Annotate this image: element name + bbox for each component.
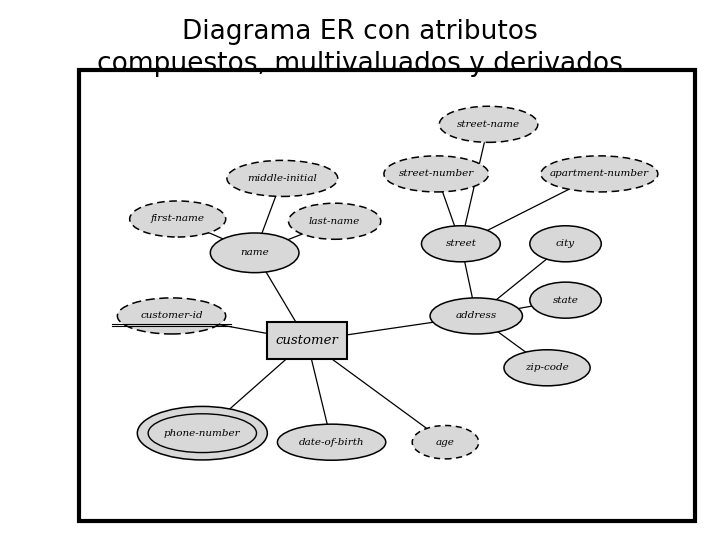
Ellipse shape	[130, 201, 225, 237]
Text: customer-id: customer-id	[140, 312, 203, 320]
Ellipse shape	[148, 414, 256, 453]
Text: apartment-number: apartment-number	[550, 170, 649, 178]
Text: zip-code: zip-code	[525, 363, 569, 372]
Ellipse shape	[384, 156, 489, 192]
Ellipse shape	[277, 424, 386, 460]
Bar	[267, 322, 347, 359]
Text: middle-initial: middle-initial	[248, 174, 318, 183]
Ellipse shape	[439, 106, 538, 143]
Ellipse shape	[504, 350, 590, 386]
Ellipse shape	[117, 298, 225, 334]
Text: street: street	[446, 239, 477, 248]
Text: street-number: street-number	[399, 170, 474, 178]
Text: first-name: first-name	[150, 214, 204, 224]
Text: street-name: street-name	[457, 120, 520, 129]
Ellipse shape	[430, 298, 523, 334]
Ellipse shape	[289, 203, 381, 239]
Text: age: age	[436, 438, 455, 447]
Text: name: name	[240, 248, 269, 258]
Ellipse shape	[541, 156, 658, 192]
Text: Diagrama ER con atributos
compuestos, multivaluados y derivados: Diagrama ER con atributos compuestos, mu…	[97, 19, 623, 77]
Text: phone-number: phone-number	[164, 429, 240, 438]
Ellipse shape	[227, 160, 338, 197]
Ellipse shape	[421, 226, 500, 262]
Text: address: address	[456, 312, 497, 320]
Text: last-name: last-name	[309, 217, 360, 226]
Ellipse shape	[530, 226, 601, 262]
Text: date-of-birth: date-of-birth	[299, 438, 364, 447]
Text: state: state	[552, 296, 578, 305]
Text: city: city	[556, 239, 575, 248]
Ellipse shape	[210, 233, 299, 273]
Ellipse shape	[413, 426, 479, 459]
Ellipse shape	[138, 407, 267, 460]
Bar	[79, 70, 695, 521]
Ellipse shape	[530, 282, 601, 318]
Text: customer: customer	[276, 334, 338, 347]
